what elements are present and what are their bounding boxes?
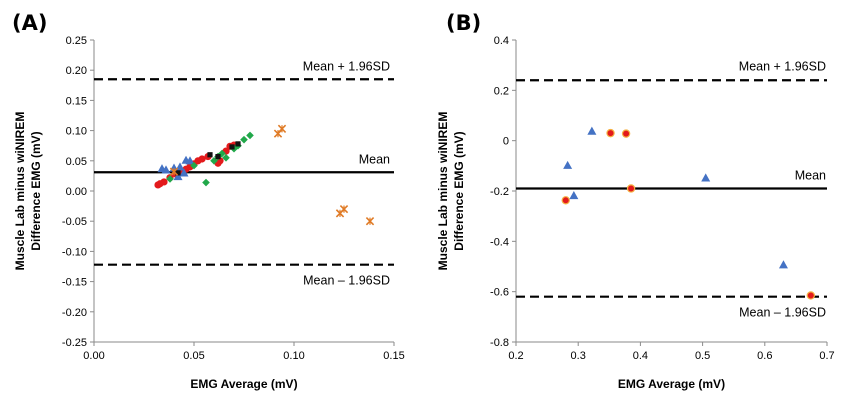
- data-point-triangle: [587, 126, 597, 135]
- data-point-diamond: [202, 178, 210, 187]
- y-axis-title-line: Difference EMG (mV): [29, 131, 43, 250]
- x-tick-label: 0.4: [633, 350, 648, 362]
- y-tick-label: 0: [503, 136, 509, 148]
- y-tick-label: -0.6: [490, 287, 509, 299]
- chart-panel-b: (B) -0.8 -0.6 -0.4 -0.2 0 0.2 0.4 0.2 0.3 0.4 0.5 0.…: [436, 11, 835, 391]
- x-tick-label: 0.2: [508, 350, 523, 362]
- x-tick-label: 0.3: [571, 350, 586, 362]
- data-point-circle: [561, 196, 570, 205]
- data-point-star: [365, 217, 375, 226]
- x-axis-title: EMG Average (mV): [618, 377, 725, 391]
- panel-label: (A): [12, 11, 47, 35]
- data-point-star: [277, 124, 287, 133]
- data-point-circle: [626, 184, 636, 193]
- mean-label: Mean: [359, 152, 390, 166]
- y-tick-label: -0.8: [490, 337, 509, 349]
- y-tick-label: 0.00: [66, 186, 87, 198]
- y-tick-label: 0.25: [66, 35, 87, 47]
- data-point-triangle: [778, 260, 788, 269]
- y-tick-label: 0.05: [66, 156, 87, 168]
- y-tick-label: -0.05: [62, 216, 87, 228]
- y-tick-label: 0.20: [66, 65, 87, 77]
- data-point-star: [169, 167, 179, 176]
- upper-limit-label: Mean + 1.96SD: [303, 59, 390, 73]
- data-point-circle: [198, 155, 206, 163]
- data-point-circle: [806, 291, 816, 300]
- y-axis-title-line: Muscle Lab minus wiNIREM: [13, 112, 27, 271]
- data-point-star: [339, 204, 349, 214]
- data-point-triangle: [569, 191, 579, 200]
- y-tick-label: 0.15: [66, 95, 87, 107]
- data-point-triangle: [701, 173, 711, 182]
- mean-label: Mean: [795, 168, 826, 182]
- chart-panel-a: (A) -0.25 -0.20 -0.15 -0.10 -0.05 0.00 0.05 0.10…: [12, 11, 405, 391]
- y-tick-label: -0.4: [490, 236, 509, 248]
- y-axis-title-line: Muscle Lab minus wiNIREM: [436, 112, 450, 271]
- data-point-circle: [606, 128, 615, 138]
- data-point-triangle: [563, 160, 573, 169]
- y-tick-label: -0.2: [490, 186, 509, 198]
- data-point-triangle: [161, 165, 171, 174]
- data-point-circle: [621, 129, 631, 138]
- data-point-triangle: [185, 156, 195, 165]
- y-tick-label: -0.15: [62, 277, 87, 289]
- y-axis-title-line: Difference EMG (mV): [452, 131, 466, 250]
- x-tick-label: 0.6: [757, 350, 772, 362]
- lower-limit-label: Mean – 1.96SD: [739, 306, 826, 320]
- y-tick-label: -0.20: [62, 307, 87, 319]
- lower-limit-label: Mean – 1.96SD: [303, 274, 390, 288]
- data-point-circle: [160, 178, 168, 186]
- x-tick-label: 0.10: [283, 350, 304, 362]
- data-point-triangle: [179, 168, 189, 177]
- y-tick-label: 0.2: [494, 85, 509, 97]
- x-axis-title: EMG Average (mV): [190, 377, 297, 391]
- y-tick-label: -0.25: [62, 337, 87, 349]
- x-tick-label: 0.15: [383, 350, 404, 362]
- data-point-square: [175, 170, 181, 176]
- upper-limit-label: Mean + 1.96SD: [739, 59, 826, 73]
- x-tick-label: 0.05: [183, 350, 204, 362]
- x-tick-label: 0.5: [695, 350, 710, 362]
- x-tick-label: 0.00: [83, 350, 104, 362]
- data-point-square: [229, 144, 235, 150]
- data-point-square: [215, 153, 221, 160]
- y-tick-label: 0.10: [66, 126, 87, 138]
- data-point-diamond: [166, 175, 174, 183]
- y-tick-label: -0.10: [62, 246, 87, 258]
- data-point-triangle: [173, 172, 183, 181]
- data-point-square: [207, 152, 213, 158]
- y-tick-label: 0.4: [494, 35, 509, 47]
- data-point-diamond: [222, 153, 230, 162]
- data-point-diamond: [246, 131, 254, 140]
- panel-label: (B): [446, 11, 481, 35]
- x-tick-label: 0.7: [819, 350, 834, 362]
- data-point-square: [235, 141, 241, 147]
- data-point-diamond: [190, 161, 198, 170]
- data-point-diamond: [240, 135, 248, 144]
